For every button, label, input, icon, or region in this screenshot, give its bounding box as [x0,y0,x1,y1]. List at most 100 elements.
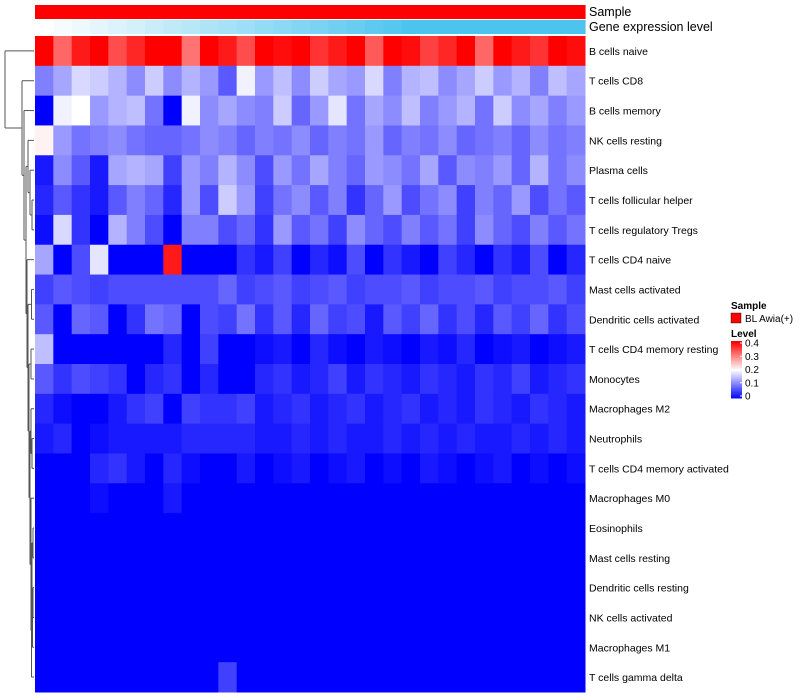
heatmap-cell [310,304,329,335]
heatmap-cell [218,244,238,276]
heatmap-cell [218,662,238,693]
heatmap-cell [401,274,421,305]
heatmap-cell [145,125,164,156]
legend-sample-swatch [730,312,742,324]
legend-gradient-step [731,356,742,359]
heatmap-cell [401,214,421,246]
heatmap-cell [346,65,366,97]
heatmap-cell [291,65,311,97]
heatmap-cell [328,214,348,246]
heatmap-cell [383,214,403,246]
heatmap-cell [493,95,513,126]
heatmap-cell [310,393,329,425]
heatmap-cell [493,393,513,425]
heatmap-cell [35,632,54,663]
heatmap-cell [218,125,238,156]
heatmap-cell [53,185,73,216]
heatmap-cell [475,483,494,514]
heatmap-cell [181,95,201,126]
heatmap-cell [328,602,348,633]
heatmap-cell [181,602,201,633]
heatmap-cell [530,244,549,276]
heatmap-cell [438,632,458,663]
row-label: T cells CD4 naive [589,255,671,267]
annotation-cell [328,5,348,19]
heatmap-cell [566,483,586,514]
annotation-cell [255,5,274,19]
heatmap-cell [530,572,549,604]
annotation-cell [90,5,109,19]
heatmap-cell [291,572,311,604]
heatmap-cell [90,453,109,484]
legend-gradient-step [731,348,742,351]
heatmap-cell [365,572,384,604]
heatmap-cell [493,36,513,67]
heatmap-cell [456,65,476,97]
heatmap-cell [108,125,128,156]
heatmap-cell [108,632,128,663]
legend-gradient-step [731,369,742,372]
heatmap-cell [126,602,146,633]
heatmap-cell [35,95,54,126]
heatmap-cell [365,334,384,365]
heatmap-cell [200,453,219,484]
heatmap-cell [530,453,549,484]
heatmap-cell [273,393,293,425]
heatmap-cell [236,364,256,395]
heatmap-cell [53,662,73,693]
legend-gradient-step [731,388,742,390]
annotation-cell [346,20,366,34]
legend-tick-label: 0 [745,392,751,403]
heatmap-cell [90,185,109,216]
heatmap-cell [511,95,531,126]
heatmap-cell [548,274,568,305]
heatmap-cell [145,274,164,305]
row-label: Neutrophils [589,434,642,446]
heatmap-cell [401,244,421,276]
row-label: T cells CD4 memory resting [589,344,718,356]
annotation-cell [310,20,329,34]
annotation-cell [493,5,513,19]
heatmap-cell [181,513,201,544]
legend-gradient-step [731,355,742,358]
heatmap-cell [383,393,403,425]
row-label: T cells CD4 memory activated [589,463,729,475]
heatmap-cell [530,214,549,246]
heatmap-cell [310,334,329,365]
heatmap-cell [383,155,403,186]
heatmap-cell [273,423,293,454]
heatmap-cell [273,95,293,126]
annotation-cell [328,20,348,34]
annotation-cell [126,5,146,19]
heatmap-cell [71,662,91,693]
heatmap-cell [346,423,366,454]
heatmap-cell [511,542,531,574]
heatmap-cell [548,513,568,544]
heatmap-cell [493,602,513,633]
heatmap-cell [53,364,73,395]
heatmap-cell [53,423,73,454]
heatmap-cell [530,334,549,365]
heatmap-cell [365,483,384,514]
annotation-cell [456,5,476,19]
heatmap-cell [420,364,439,395]
heatmap-cell [511,662,531,693]
heatmap-cell [530,513,549,544]
heatmap-cell [291,483,311,514]
heatmap-cell [53,453,73,484]
heatmap-cell [310,274,329,305]
heatmap-cell [530,274,549,305]
heatmap-cell [200,572,219,604]
heatmap-cell [255,632,274,663]
heatmap-cell [346,274,366,305]
annotation-cell [236,5,256,19]
heatmap-cell [420,185,439,216]
heatmap-cell [456,602,476,633]
heatmap-cell [511,453,531,484]
legend-gradient-step [731,395,742,398]
heatmap-cell [365,393,384,425]
heatmap-cell [291,155,311,186]
heatmap-cell [438,155,458,186]
heatmap-cell [108,36,128,67]
heatmap-cell [71,334,91,365]
